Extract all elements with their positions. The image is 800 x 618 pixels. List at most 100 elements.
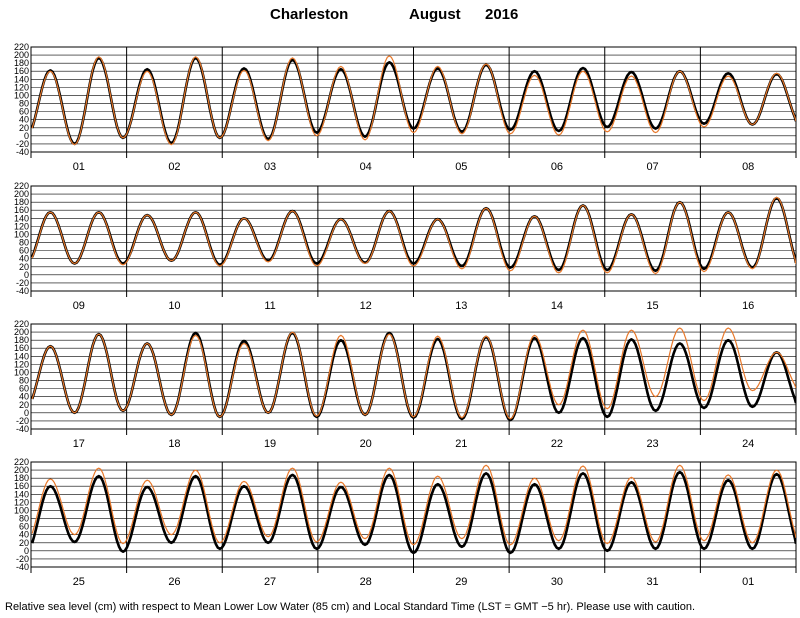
day-label: 23 [646, 438, 658, 450]
y-tick-label: 120 [14, 359, 29, 369]
y-tick-label: 40 [19, 115, 29, 125]
y-tick-label: 160 [14, 343, 29, 353]
y-tick-label: 160 [14, 66, 29, 76]
day-label: 27 [264, 576, 276, 588]
day-label: 29 [455, 576, 467, 588]
y-tick-label: -40 [16, 424, 29, 434]
y-tick-label: 100 [14, 367, 29, 377]
day-label: 17 [73, 438, 85, 450]
day-label: 26 [168, 576, 180, 588]
day-label: 30 [551, 576, 563, 588]
day-label: 19 [264, 438, 276, 450]
y-tick-label: 120 [14, 221, 29, 231]
day-label: 10 [168, 300, 180, 312]
day-label: 03 [264, 161, 276, 173]
y-tick-label: 60 [19, 246, 29, 256]
day-label: 02 [168, 161, 180, 173]
day-label: 09 [73, 300, 85, 312]
y-tick-label: 200 [14, 189, 29, 199]
observed-series-line [31, 470, 796, 555]
y-tick-label: -20 [16, 554, 29, 564]
predicted-series-line [31, 327, 796, 420]
day-label: 20 [360, 438, 372, 450]
y-tick-label: 80 [19, 514, 29, 524]
y-tick-label: 80 [19, 99, 29, 109]
y-tick-label: 60 [19, 107, 29, 117]
day-label: 06 [551, 161, 563, 173]
predicted-series-line [31, 464, 796, 546]
caption: Relative sea level (cm) with respect to … [5, 601, 696, 613]
y-tick-label: -20 [16, 139, 29, 149]
day-label: 18 [168, 438, 180, 450]
y-tick-label: 140 [14, 213, 29, 223]
y-tick-label: 40 [19, 254, 29, 264]
day-label: 13 [455, 300, 467, 312]
y-tick-label: 140 [14, 489, 29, 499]
y-tick-label: 140 [14, 351, 29, 361]
y-tick-label: 140 [14, 74, 29, 84]
y-tick-label: 60 [19, 522, 29, 532]
y-tick-label: 200 [14, 327, 29, 337]
y-tick-label: 180 [14, 197, 29, 207]
y-tick-label: 80 [19, 376, 29, 386]
y-tick-label: 20 [19, 538, 29, 548]
y-tick-label: 220 [14, 457, 29, 467]
y-tick-label: -40 [16, 562, 29, 572]
day-label: 01 [742, 576, 754, 588]
y-tick-label: 220 [14, 42, 29, 52]
y-tick-label: 160 [14, 205, 29, 215]
y-tick-label: 0 [24, 131, 29, 141]
day-label: 07 [646, 161, 658, 173]
y-tick-label: 40 [19, 530, 29, 540]
y-tick-label: 180 [14, 473, 29, 483]
y-tick-label: 100 [14, 505, 29, 515]
day-label: 15 [646, 300, 658, 312]
y-tick-label: 0 [24, 270, 29, 280]
y-tick-label: -40 [16, 147, 29, 157]
year-title: 2016 [485, 6, 519, 23]
day-label: 31 [646, 576, 658, 588]
day-label: 21 [455, 438, 467, 450]
day-label: 08 [742, 161, 754, 173]
y-tick-label: -20 [16, 278, 29, 288]
predicted-series-line [31, 196, 796, 275]
y-tick-label: 180 [14, 58, 29, 68]
day-label: 22 [551, 438, 563, 450]
y-tick-label: -20 [16, 416, 29, 426]
y-tick-label: 0 [24, 408, 29, 418]
y-tick-label: 0 [24, 546, 29, 556]
day-label: 05 [455, 161, 467, 173]
day-label: 11 [264, 300, 275, 312]
y-tick-label: 220 [14, 319, 29, 329]
month-title: August [409, 6, 461, 23]
y-tick-label: 20 [19, 123, 29, 133]
y-tick-label: 180 [14, 335, 29, 345]
y-tick-label: -40 [16, 286, 29, 296]
y-tick-label: 60 [19, 384, 29, 394]
y-tick-label: 220 [14, 181, 29, 191]
day-label: 25 [73, 576, 85, 588]
day-label: 01 [73, 161, 85, 173]
y-tick-label: 160 [14, 481, 29, 491]
y-tick-label: 40 [19, 392, 29, 402]
day-label: 04 [360, 161, 372, 173]
y-tick-label: 100 [14, 229, 29, 239]
station-title: Charleston [270, 6, 349, 23]
y-tick-label: 200 [14, 50, 29, 60]
observed-series-line [31, 331, 796, 422]
day-label: 16 [742, 300, 754, 312]
day-label: 24 [742, 438, 754, 450]
y-tick-label: 200 [14, 465, 29, 475]
y-tick-label: 120 [14, 82, 29, 92]
day-label: 28 [360, 576, 372, 588]
y-tick-label: 120 [14, 497, 29, 507]
y-tick-label: 100 [14, 90, 29, 100]
y-tick-label: 20 [19, 262, 29, 272]
day-label: 12 [360, 300, 372, 312]
